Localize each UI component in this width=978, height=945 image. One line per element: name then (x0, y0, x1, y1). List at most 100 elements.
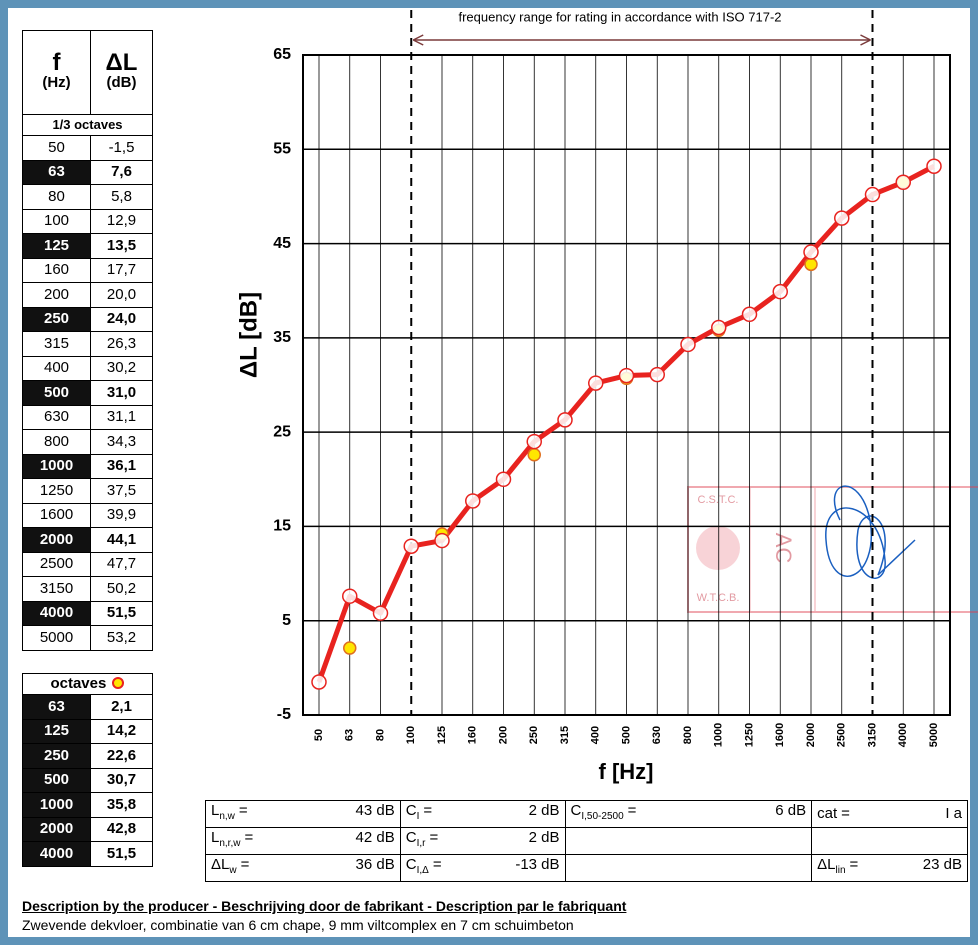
annotation: frequency range for rating in accordance… (458, 9, 781, 24)
table-row: 160 17,7 (22, 257, 153, 283)
x-tick-label: 4000 (897, 723, 909, 747)
value-cell: 31,0 (90, 380, 153, 406)
rating-sign: = (849, 856, 859, 873)
stamp-text: C.S.T.C. (698, 494, 739, 506)
data-point (372, 605, 389, 621)
rating-subscript: lin (835, 865, 846, 876)
value-cell: 13,5 (90, 233, 153, 259)
octave-table: octaves 63 2,1 125 14,2 250 22,6 500 30,7 1000 35… (22, 673, 153, 867)
rating-label: ΔLlin = (817, 855, 858, 881)
frequency-cell: 315 (22, 331, 91, 357)
value-cell: 39,9 (90, 502, 153, 528)
stamp-text: W.T.C.B. (697, 592, 740, 604)
rating-value: -13 dB (515, 856, 560, 873)
rating-label: Ln,r,w = (211, 828, 253, 854)
rating-value: 36 dB (355, 856, 395, 873)
x-tick-label: 250 (528, 726, 540, 744)
value-cell: 36,1 (90, 453, 153, 479)
x-axis-label: f [Hz] (599, 759, 654, 784)
section-cell: 1/3 octaves (22, 114, 153, 136)
ratings-cell: CI,Δ = -13 dB (399, 854, 566, 882)
rating-symbol: ΔL (817, 856, 836, 873)
data-point (680, 336, 696, 353)
value-cell: 30,7 (90, 767, 153, 793)
table-row: 1600 39,9 (22, 502, 153, 528)
header-cell: ΔL (dB) (90, 30, 153, 115)
rating-subscript: I,r (416, 838, 426, 849)
rating: CI = 2 dB (406, 801, 560, 827)
frequency-cell: 2000 (22, 527, 91, 553)
value-cell: 35,8 (90, 792, 153, 818)
ratings-cell: Ln,r,w = 42 dB (205, 827, 401, 855)
data-point (403, 538, 419, 554)
y-tick-label: 35 (273, 329, 291, 346)
table-row: 250 22,6 (22, 743, 153, 769)
value-cell: 17,7 (90, 257, 153, 283)
rating-symbol: L (211, 829, 220, 846)
table-row: 63 2,1 (22, 694, 153, 720)
ratings-row: Ln,r,w = 42 dB CI,r = 2 dB (205, 827, 968, 855)
data-point (588, 375, 604, 391)
data-point (834, 210, 850, 226)
x-tick-label: 315 (559, 726, 571, 744)
frequency-cell: 2500 (22, 551, 91, 577)
octave-point (804, 257, 818, 272)
rating-label: CI = (406, 801, 432, 827)
table-row: 80 5,8 (22, 184, 153, 210)
y-tick-label: 25 (273, 423, 291, 440)
stamp-text: AC (771, 533, 796, 564)
data-point (557, 412, 573, 428)
frequency-cell: 4000 (22, 841, 91, 867)
value-cell: 51,5 (90, 841, 153, 867)
rating-sign: = (244, 829, 254, 846)
frequency-cell: 630 (22, 404, 91, 430)
rating-symbol: ΔL (211, 856, 230, 873)
table-row: 125 14,2 (22, 718, 153, 744)
data-point (342, 588, 358, 604)
data-point (495, 471, 512, 488)
octave-point (527, 448, 541, 462)
header: ΔL (105, 48, 138, 76)
x-tick-label: 1000 (713, 723, 725, 747)
rating: Ln,r,w = 42 dB (211, 828, 395, 854)
rating-sign: = (627, 802, 637, 819)
rating-sign: = (238, 802, 248, 819)
value-cell: 26,3 (90, 331, 153, 357)
legend-dot (111, 677, 124, 689)
data-point (526, 433, 542, 450)
ratings-row: Ln,w = 43 dB CI = 2 dB CI,50-2500 = 6 dB cat = I a (205, 800, 968, 828)
rating-value: 2 dB (528, 829, 560, 846)
x-tick-label: 2500 (836, 723, 848, 747)
section: octaves (50, 675, 107, 692)
frequency-cell: 1250 (22, 478, 91, 504)
data-point (434, 532, 450, 549)
value-cell: 37,5 (90, 478, 153, 504)
rating-symbol: cat (817, 805, 838, 822)
rating-subscript: I,Δ (416, 865, 429, 876)
header: f (52, 48, 61, 76)
ratings-cell (564, 854, 813, 882)
value-cell: 24,0 (90, 306, 153, 332)
ratings-cell: CI,50-2500 = 6 dB (564, 800, 813, 828)
frequency-cell: 63 (22, 694, 91, 720)
frequency-cell: 250 (22, 743, 91, 769)
x-tick-label: 160 (467, 726, 479, 744)
y-tick-label: 5 (282, 612, 291, 629)
data-point (895, 174, 911, 191)
frequency-cell: 160 (22, 257, 91, 283)
value-cell: 47,7 (90, 551, 153, 577)
description-title: Description by the producer - Beschrijvi… (22, 898, 627, 914)
data-point (465, 493, 481, 509)
rating-label: CI,r = (406, 828, 439, 854)
frequency-cell: 250 (22, 306, 91, 332)
section: 1/3 octaves (52, 117, 123, 132)
ratings-cell (564, 827, 813, 855)
x-tick-label: 630 (651, 726, 663, 744)
value-cell: 7,6 (90, 159, 153, 185)
value-cell: 53,2 (90, 625, 153, 651)
rating-symbol: C (570, 802, 582, 819)
rating-subscript: I,50-2500 (581, 811, 624, 822)
x-tick-label: 50 (313, 729, 325, 741)
